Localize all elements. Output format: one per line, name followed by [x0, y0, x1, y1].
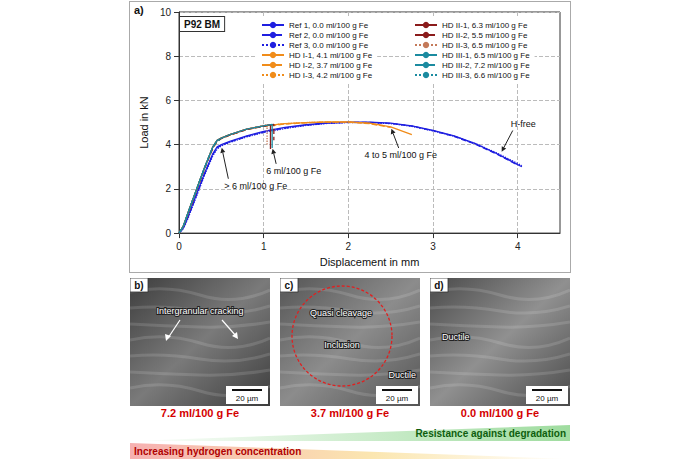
svg-text:Ref 3, 0.0 ml/100 g Fe: Ref 3, 0.0 ml/100 g Fe: [289, 41, 369, 50]
svg-text:HD I-2, 3.7 ml/100 g Fe: HD I-2, 3.7 ml/100 g Fe: [289, 61, 373, 70]
svg-text:Ref 1, 0.0 ml/100 g Fe: Ref 1, 0.0 ml/100 g Fe: [289, 21, 369, 30]
svg-text:3: 3: [430, 241, 436, 252]
svg-text:10: 10: [160, 7, 172, 18]
svg-text:Ductile: Ductile: [442, 332, 470, 342]
svg-text:4: 4: [165, 139, 171, 150]
svg-text:4 to 5 ml/100 g Fe: 4 to 5 ml/100 g Fe: [364, 150, 437, 160]
svg-text:HD III-1, 6.5 ml/100 g Fe: HD III-1, 6.5 ml/100 g Fe: [442, 51, 530, 60]
svg-text:HD III-2, 7.2 ml/100 g Fe: HD III-2, 7.2 ml/100 g Fe: [442, 61, 530, 70]
svg-text:0: 0: [165, 228, 171, 239]
html-text:a): a): [134, 4, 144, 16]
svg-text:c): c): [285, 280, 294, 291]
svg-text:1: 1: [261, 241, 267, 252]
svg-text:Displacement in mm: Displacement in mm: [320, 256, 420, 268]
svg-text:20 µm: 20 µm: [386, 394, 409, 403]
svg-text:8: 8: [165, 51, 171, 62]
svg-text:Increasing hydrogen concentrat: Increasing hydrogen concentration: [134, 446, 301, 457]
svg-text:Load in kN: Load in kN: [138, 96, 150, 149]
svg-text:2: 2: [346, 241, 352, 252]
html-text:3.7 ml/100 g Fe: 3.7 ml/100 g Fe: [310, 407, 390, 419]
svg-text:d): d): [434, 280, 443, 291]
svg-text:HD I-3, 4.2 ml/100 g Fe: HD I-3, 4.2 ml/100 g Fe: [289, 71, 373, 80]
svg-text:Quasi cleavage: Quasi cleavage: [310, 308, 372, 318]
svg-text:> 6 ml/100 g Fe: > 6 ml/100 g Fe: [224, 181, 287, 191]
svg-text:HD II-3, 6.5 ml/100 g Fe: HD II-3, 6.5 ml/100 g Fe: [442, 41, 528, 50]
svg-text:HD II-2, 5.5 ml/100 g Fe: HD II-2, 5.5 ml/100 g Fe: [442, 31, 528, 40]
svg-text:0: 0: [176, 241, 182, 252]
svg-text:20 µm: 20 µm: [236, 394, 259, 403]
svg-text:Ductile: Ductile: [388, 370, 416, 380]
svg-text:Inclusion: Inclusion: [324, 340, 360, 350]
svg-text:H-free: H-free: [511, 119, 536, 129]
svg-text:Intergranular cracking: Intergranular cracking: [156, 306, 243, 316]
svg-text:Resistance against degradation: Resistance against degradation: [415, 428, 566, 439]
svg-text:HD I-1, 4.1 ml/100 g Fe: HD I-1, 4.1 ml/100 g Fe: [289, 51, 373, 60]
svg-text:HD III-3, 6.6 ml/100 g Fe: HD III-3, 6.6 ml/100 g Fe: [442, 71, 530, 80]
html-text:7.2 ml/100 g Fe: 7.2 ml/100 g Fe: [160, 407, 240, 419]
svg-text:4: 4: [515, 241, 521, 252]
html-text:0.0 ml/100 g Fe: 0.0 ml/100 g Fe: [460, 407, 540, 419]
svg-text:HD II-1, 6.3 ml/100 g Fe: HD II-1, 6.3 ml/100 g Fe: [442, 21, 528, 30]
svg-text:6 ml/100 g Fe: 6 ml/100 g Fe: [266, 166, 321, 176]
svg-text:20 µm: 20 µm: [536, 394, 559, 403]
svg-text:b): b): [134, 280, 143, 291]
svg-text:2: 2: [165, 183, 171, 194]
svg-text:P92 BM: P92 BM: [184, 19, 220, 30]
svg-text:Ref 2, 0.0 ml/100 g Fe: Ref 2, 0.0 ml/100 g Fe: [289, 31, 369, 40]
svg-text:6: 6: [165, 95, 171, 106]
